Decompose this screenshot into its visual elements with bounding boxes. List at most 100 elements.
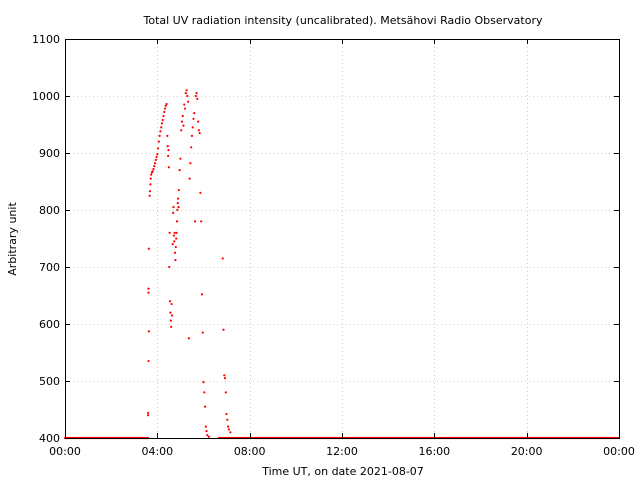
- data-point: [177, 197, 180, 200]
- data-point: [192, 117, 195, 120]
- data-point: [170, 302, 173, 306]
- data-point: [168, 265, 171, 269]
- data-point: [156, 153, 159, 156]
- data-point: [175, 220, 179, 223]
- data-point: [183, 103, 186, 106]
- data-point: [193, 220, 197, 223]
- data-point: [148, 194, 151, 197]
- data-point: [203, 391, 206, 394]
- data-point: [167, 149, 170, 152]
- data-point: [195, 92, 198, 95]
- data-point: [157, 147, 160, 150]
- data-point: [168, 300, 172, 303]
- data-point: [160, 126, 163, 129]
- data-point: [147, 291, 150, 294]
- data-point: [150, 173, 153, 176]
- y-tick-label: 1100: [32, 33, 60, 46]
- axis-ticks: 00:00 04:00 08:00 12:00 16:00 20:00 00:0040050…: [32, 33, 635, 458]
- data-point: [172, 211, 175, 214]
- data-point: [227, 428, 230, 431]
- data-point: [167, 154, 170, 157]
- data-point: [173, 231, 176, 234]
- data-point: [176, 202, 179, 205]
- data-point: [170, 325, 173, 328]
- x-tick-label: 12:00: [326, 445, 358, 458]
- data-point: [162, 114, 165, 118]
- y-axis-label: Arbitrary unit: [6, 202, 19, 276]
- data-point: [171, 243, 174, 246]
- x-tick-label: 00:00: [603, 445, 635, 458]
- data-point: [173, 240, 176, 243]
- data-point: [191, 126, 194, 129]
- data-point: [169, 319, 172, 322]
- data-point: [182, 124, 185, 127]
- data-point: [203, 405, 207, 408]
- data-point: [176, 208, 179, 212]
- data-point: [202, 381, 205, 384]
- data-point: [184, 92, 187, 95]
- data-point: [183, 107, 187, 110]
- data-point: [172, 206, 175, 209]
- data-point: [147, 414, 150, 417]
- data-point: [200, 293, 204, 296]
- data-point: [160, 122, 164, 125]
- data-point: [169, 311, 172, 314]
- x-axis-label: Time UT, on date 2021-08-07: [261, 465, 424, 478]
- data-point: [161, 118, 164, 122]
- data-point: [223, 374, 226, 377]
- data-point: [177, 188, 180, 192]
- x-tick-label: 00:00: [49, 445, 81, 458]
- data-point: [147, 411, 150, 415]
- data-point: [175, 237, 178, 240]
- data-point: [189, 162, 192, 165]
- data-point: [154, 158, 157, 161]
- data-point: [206, 434, 209, 437]
- data-point: [165, 102, 168, 106]
- data-point: [205, 430, 208, 433]
- data-point: [201, 331, 204, 334]
- data-point: [207, 435, 210, 438]
- data-point: [200, 220, 203, 223]
- data-point: [173, 251, 177, 254]
- x-tick-label: 20:00: [511, 445, 543, 458]
- y-tick-label: 1000: [32, 90, 60, 103]
- data-point: [170, 314, 174, 317]
- data-point: [222, 328, 225, 331]
- data-point: [190, 146, 193, 149]
- data-point: [166, 145, 169, 148]
- data-point: [223, 377, 227, 380]
- data-point: [227, 425, 230, 428]
- data-point: [163, 107, 167, 110]
- data-point: [158, 134, 161, 137]
- data-point: [147, 247, 150, 250]
- data-point: [221, 257, 224, 260]
- data-point: [163, 110, 166, 114]
- data-point: [172, 234, 175, 237]
- data-point: [164, 104, 167, 107]
- data-point: [147, 330, 150, 333]
- x-tick-label: 08:00: [234, 445, 266, 458]
- y-tick-label: 800: [39, 204, 60, 217]
- data-point: [148, 190, 152, 193]
- data-point: [168, 231, 171, 234]
- x-tick-label: 04:00: [141, 445, 173, 458]
- data-point: [187, 337, 190, 340]
- data-point: [147, 287, 150, 290]
- data-points: [63, 89, 621, 440]
- data-point: [155, 155, 158, 159]
- data-point: [194, 94, 197, 98]
- chart-title: Total UV radiation intensity (uncalibrat…: [143, 14, 543, 27]
- data-point: [197, 120, 200, 123]
- data-point: [167, 166, 170, 169]
- data-point: [186, 94, 189, 98]
- data-point: [178, 169, 181, 172]
- data-point: [174, 259, 177, 262]
- data-point: [188, 177, 191, 180]
- data-point: [193, 112, 196, 115]
- data-point: [224, 391, 227, 394]
- grid: [65, 39, 619, 438]
- data-point: [185, 89, 188, 92]
- y-tick-label: 600: [39, 318, 60, 331]
- data-point: [180, 129, 183, 132]
